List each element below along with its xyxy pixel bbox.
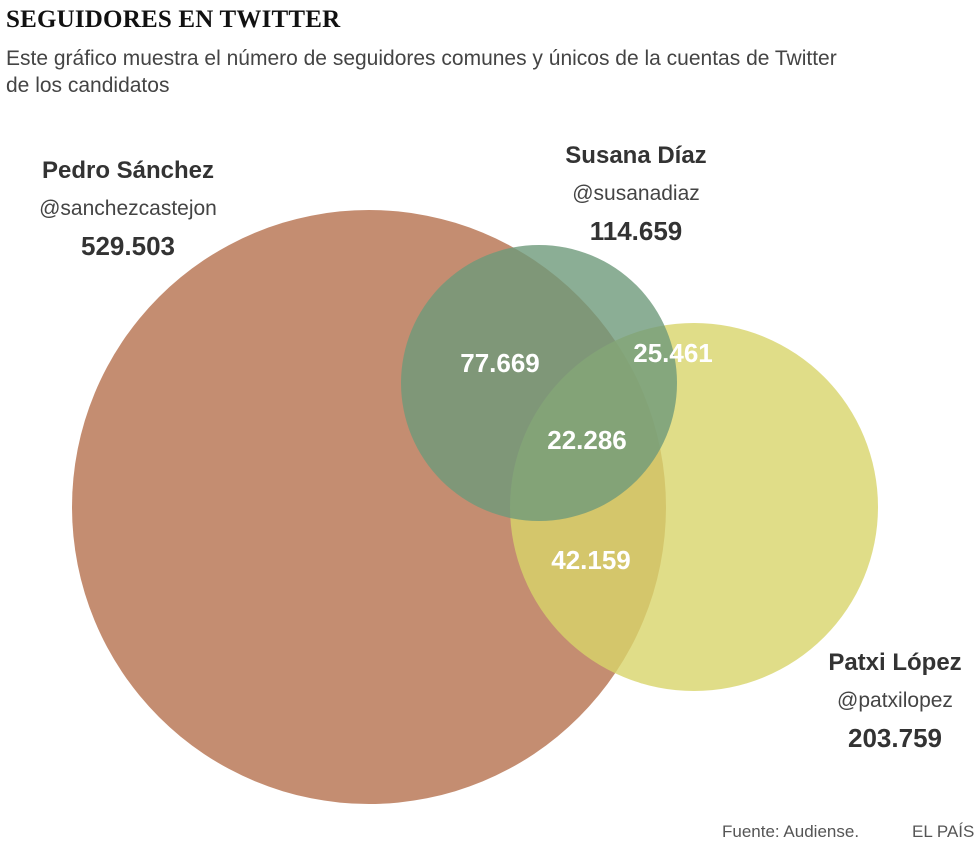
intersection-label-sanchez-diaz: 77.669 <box>460 348 540 378</box>
set-handle: @susanadiaz <box>572 182 700 205</box>
set-name: Pedro Sánchez <box>42 157 214 184</box>
brand-logo: EL PAÍS <box>912 822 975 841</box>
intersection-label-diaz-lopez: 25.461 <box>633 338 713 368</box>
set-handle: @sanchezcastejon <box>39 197 217 220</box>
set-handle: @patxilopez <box>837 689 953 712</box>
set-total: 114.659 <box>590 216 683 246</box>
set-total: 203.759 <box>848 723 942 753</box>
venn-circles <box>72 210 878 804</box>
set-label-pedro-sanchez: Pedro Sánchez @sanchezcastejon 529.503 <box>39 157 217 261</box>
set-label-susana-diaz: Susana Díaz @susanadiaz 114.659 <box>565 142 706 246</box>
set-label-patxi-lopez: Patxi López @patxilopez 203.759 <box>828 649 961 753</box>
set-total: 529.503 <box>81 231 175 261</box>
intersection-label-all-three: 22.286 <box>547 425 627 455</box>
source-note: Fuente: Audiense. <box>722 822 860 841</box>
chart-title: SEGUIDORES EN TWITTER <box>6 6 341 33</box>
intersection-labels: 77.669 25.461 22.286 42.159 <box>460 338 713 575</box>
circle-susana-diaz <box>401 245 677 521</box>
chart-subtitle: Este gráfico muestra el número de seguid… <box>6 47 837 97</box>
set-name: Susana Díaz <box>565 142 706 169</box>
intersection-label-sanchez-lopez: 42.159 <box>551 545 631 575</box>
set-name: Patxi López <box>828 649 961 676</box>
